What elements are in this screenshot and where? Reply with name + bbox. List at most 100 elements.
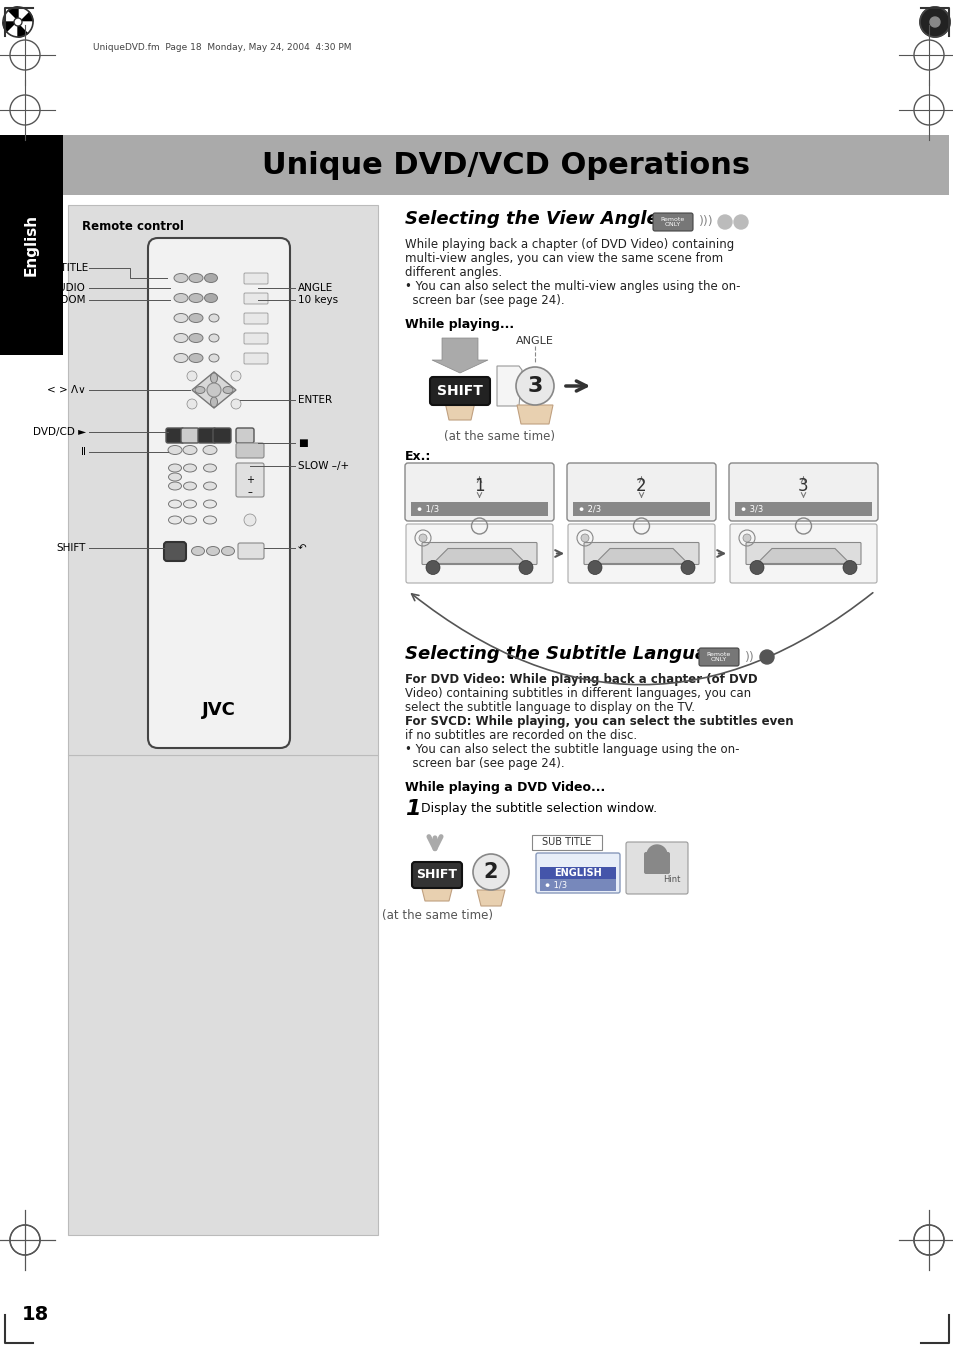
Ellipse shape	[221, 547, 234, 555]
FancyBboxPatch shape	[164, 542, 186, 561]
Circle shape	[516, 367, 554, 405]
Text: For DVD Video: While playing back a chapter (of DVD: For DVD Video: While playing back a chap…	[405, 673, 757, 686]
FancyBboxPatch shape	[235, 463, 264, 497]
Text: SHIFT: SHIFT	[56, 543, 86, 553]
Text: ⚫ 3/3: ⚫ 3/3	[740, 504, 762, 513]
Text: SHIFT: SHIFT	[416, 869, 457, 881]
Circle shape	[231, 372, 241, 381]
Text: multi-view angles, you can view the same scene from: multi-view angles, you can view the same…	[405, 253, 722, 265]
Ellipse shape	[173, 293, 188, 303]
Ellipse shape	[183, 516, 196, 524]
Text: For SVCD: While playing, you can select the subtitles even: For SVCD: While playing, you can select …	[405, 715, 793, 728]
Polygon shape	[444, 403, 475, 420]
Wedge shape	[18, 11, 33, 22]
Ellipse shape	[203, 500, 216, 508]
FancyBboxPatch shape	[412, 862, 461, 888]
Ellipse shape	[189, 334, 203, 343]
Ellipse shape	[189, 273, 203, 282]
Circle shape	[842, 561, 856, 574]
FancyBboxPatch shape	[148, 238, 290, 748]
Text: screen bar (see page 24).: screen bar (see page 24).	[405, 757, 564, 770]
Text: ↶: ↶	[297, 543, 307, 553]
Circle shape	[473, 854, 509, 890]
Circle shape	[587, 561, 601, 574]
Text: Selecting the Subtitle Language: Selecting the Subtitle Language	[405, 644, 732, 663]
Text: AUDIO: AUDIO	[52, 282, 86, 293]
Ellipse shape	[194, 386, 205, 393]
Text: Hint: Hint	[662, 874, 679, 884]
FancyBboxPatch shape	[539, 867, 616, 880]
Ellipse shape	[173, 273, 188, 282]
Polygon shape	[420, 885, 453, 901]
Ellipse shape	[169, 463, 181, 471]
Text: if no subtitles are recorded on the disc.: if no subtitles are recorded on the disc…	[405, 730, 637, 742]
Text: SUB TITLE: SUB TITLE	[541, 838, 591, 847]
Wedge shape	[8, 22, 18, 36]
FancyBboxPatch shape	[244, 313, 268, 324]
Text: Remote control: Remote control	[82, 220, 184, 232]
FancyBboxPatch shape	[406, 524, 553, 584]
Text: select the subtitle language to display on the TV.: select the subtitle language to display …	[405, 701, 695, 713]
Ellipse shape	[169, 473, 181, 481]
Ellipse shape	[183, 500, 196, 508]
Circle shape	[187, 372, 196, 381]
Text: While playing a DVD Video...: While playing a DVD Video...	[405, 781, 604, 794]
Polygon shape	[192, 372, 235, 408]
Ellipse shape	[183, 482, 196, 490]
FancyBboxPatch shape	[166, 428, 184, 443]
FancyBboxPatch shape	[405, 463, 554, 521]
FancyBboxPatch shape	[566, 463, 716, 521]
Polygon shape	[517, 405, 553, 424]
FancyBboxPatch shape	[235, 428, 253, 443]
FancyBboxPatch shape	[583, 543, 699, 565]
Circle shape	[580, 534, 588, 542]
Circle shape	[749, 561, 763, 574]
Text: 1: 1	[405, 798, 420, 819]
FancyBboxPatch shape	[0, 135, 63, 355]
Text: SLOW –/+: SLOW –/+	[297, 461, 349, 471]
Text: screen bar (see page 24).: screen bar (see page 24).	[405, 295, 564, 307]
Circle shape	[518, 561, 533, 574]
FancyBboxPatch shape	[652, 213, 692, 231]
Circle shape	[207, 382, 221, 397]
FancyBboxPatch shape	[699, 648, 739, 666]
Ellipse shape	[169, 516, 181, 524]
Wedge shape	[8, 7, 18, 22]
Text: ENGLISH: ENGLISH	[554, 867, 601, 878]
Ellipse shape	[189, 313, 203, 323]
Text: Ⅱ: Ⅱ	[81, 447, 86, 457]
Text: < > Λ∨: < > Λ∨	[48, 385, 86, 394]
FancyBboxPatch shape	[68, 755, 377, 1235]
Text: +: +	[246, 476, 253, 485]
Text: )): ))	[744, 650, 754, 663]
Ellipse shape	[183, 446, 196, 454]
FancyBboxPatch shape	[244, 293, 268, 304]
Text: ANGLE: ANGLE	[516, 336, 554, 346]
Circle shape	[187, 399, 196, 409]
FancyBboxPatch shape	[745, 543, 861, 565]
Text: –: –	[247, 486, 253, 497]
Text: 3: 3	[527, 376, 542, 396]
Circle shape	[14, 18, 22, 26]
Text: ZOOM: ZOOM	[53, 295, 86, 305]
Ellipse shape	[169, 500, 181, 508]
Text: ■: ■	[297, 438, 308, 449]
Text: UniqueDVD.fm  Page 18  Monday, May 24, 2004  4:30 PM: UniqueDVD.fm Page 18 Monday, May 24, 200…	[92, 42, 351, 51]
FancyBboxPatch shape	[235, 443, 264, 458]
Ellipse shape	[173, 354, 188, 362]
FancyBboxPatch shape	[573, 503, 709, 516]
Polygon shape	[476, 890, 504, 907]
Text: SUB TITLE: SUB TITLE	[35, 263, 88, 273]
Ellipse shape	[189, 293, 203, 303]
Ellipse shape	[209, 354, 219, 362]
Wedge shape	[18, 22, 29, 36]
Ellipse shape	[211, 373, 217, 382]
Ellipse shape	[204, 293, 217, 303]
FancyBboxPatch shape	[539, 880, 616, 892]
Circle shape	[680, 561, 695, 574]
FancyBboxPatch shape	[643, 852, 669, 874]
Polygon shape	[433, 549, 525, 563]
Text: ))): )))	[699, 216, 713, 228]
Text: Remote
ONLY: Remote ONLY	[660, 216, 684, 227]
Ellipse shape	[183, 463, 196, 471]
